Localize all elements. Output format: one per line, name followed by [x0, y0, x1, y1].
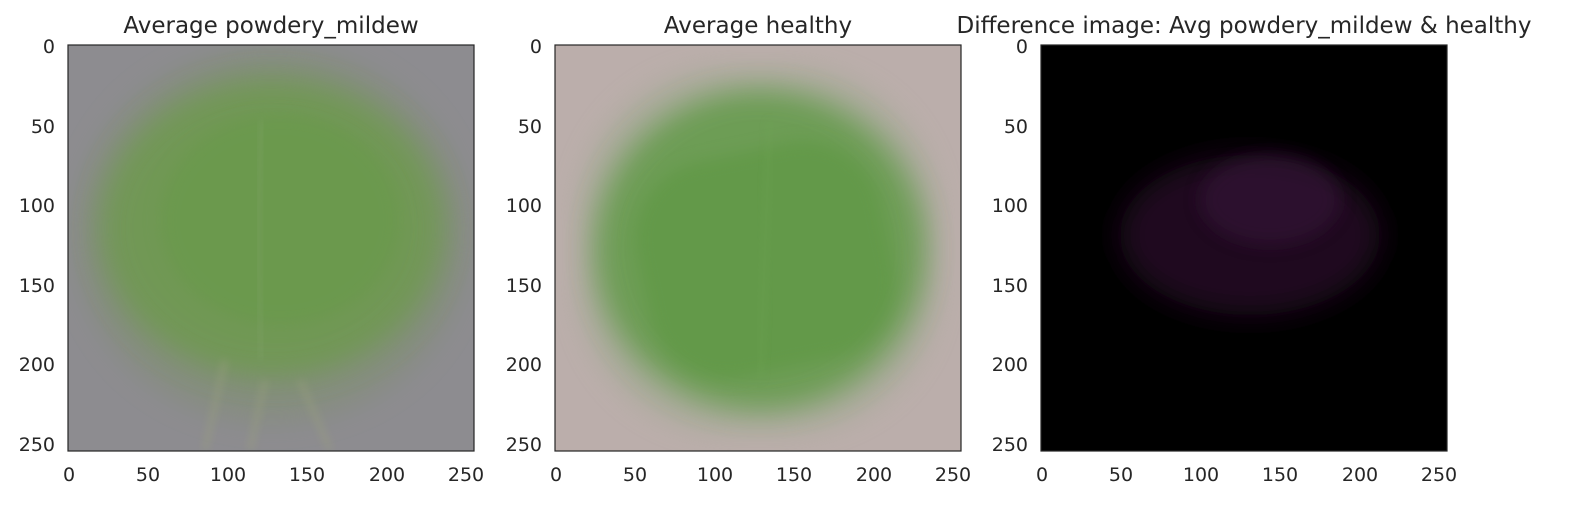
x-tick-label: 250 [1421, 464, 1457, 486]
leaf-stem [202, 359, 333, 451]
y-tick-label: 50 [31, 116, 55, 138]
x-tick-label: 0 [550, 464, 562, 486]
y-tick-label: 0 [530, 36, 542, 58]
panel-average-powdery-mildew: Average powdery_mildew 0 50 100 150 200 … [19, 13, 484, 486]
x-tick-label: 0 [63, 464, 75, 486]
x-tick-label: 150 [289, 464, 325, 486]
image-difference [1041, 45, 1447, 451]
x-tick-label: 250 [935, 464, 971, 486]
x-tick-label: 0 [1036, 464, 1048, 486]
y-tick-label: 200 [992, 354, 1028, 376]
x-ticks: 0 50 100 150 200 250 [63, 464, 484, 486]
y-tick-label: 50 [518, 116, 542, 138]
leaf-core [160, 115, 400, 325]
x-tick-label: 200 [856, 464, 892, 486]
y-ticks: 0 50 100 150 200 250 [992, 36, 1028, 456]
x-tick-label: 150 [1262, 464, 1298, 486]
y-tick-label: 250 [506, 434, 542, 456]
difference-blob-core [1200, 155, 1340, 245]
panel-average-healthy: Average healthy 0 50 100 150 200 250 0 5… [506, 13, 971, 486]
x-tick-label: 200 [1342, 464, 1378, 486]
x-tick-label: 100 [210, 464, 246, 486]
x-tick-label: 200 [369, 464, 405, 486]
image-average-powdery-mildew [68, 45, 474, 451]
y-ticks: 0 50 100 150 200 250 [506, 36, 542, 456]
y-tick-label: 100 [992, 195, 1028, 217]
x-tick-label: 100 [697, 464, 733, 486]
y-tick-label: 0 [43, 36, 55, 58]
panel-title: Average healthy [664, 13, 852, 39]
x-tick-label: 250 [448, 464, 484, 486]
x-tick-label: 50 [1109, 464, 1133, 486]
leaf-midrib [257, 119, 264, 361]
y-tick-label: 150 [992, 275, 1028, 297]
axes-frame [554, 44, 962, 452]
leaf-midrib [758, 119, 772, 381]
y-tick-label: 100 [19, 195, 55, 217]
panel-title: Difference image: Avg powdery_mildew & h… [956, 13, 1531, 39]
panel-title: Average powdery_mildew [123, 13, 418, 39]
y-ticks: 0 50 100 150 200 250 [19, 36, 55, 456]
axes-frame [1040, 44, 1448, 452]
y-tick-label: 0 [1016, 36, 1028, 58]
y-tick-label: 250 [19, 434, 55, 456]
x-ticks: 0 50 100 150 200 250 [550, 464, 971, 486]
y-tick-label: 200 [19, 354, 55, 376]
x-tick-label: 100 [1183, 464, 1219, 486]
x-tick-label: 50 [136, 464, 160, 486]
axes-frame [67, 44, 475, 452]
image-average-healthy [555, 45, 961, 451]
panel-difference-image: Difference image: Avg powdery_mildew & h… [956, 13, 1531, 486]
y-tick-label: 200 [506, 354, 542, 376]
y-tick-label: 150 [19, 275, 55, 297]
y-tick-label: 250 [992, 434, 1028, 456]
x-tick-label: 50 [623, 464, 647, 486]
x-tick-label: 150 [776, 464, 812, 486]
y-tick-label: 100 [506, 195, 542, 217]
y-tick-label: 150 [506, 275, 542, 297]
y-tick-label: 50 [1004, 116, 1028, 138]
x-ticks: 0 50 100 150 200 250 [1036, 464, 1457, 486]
